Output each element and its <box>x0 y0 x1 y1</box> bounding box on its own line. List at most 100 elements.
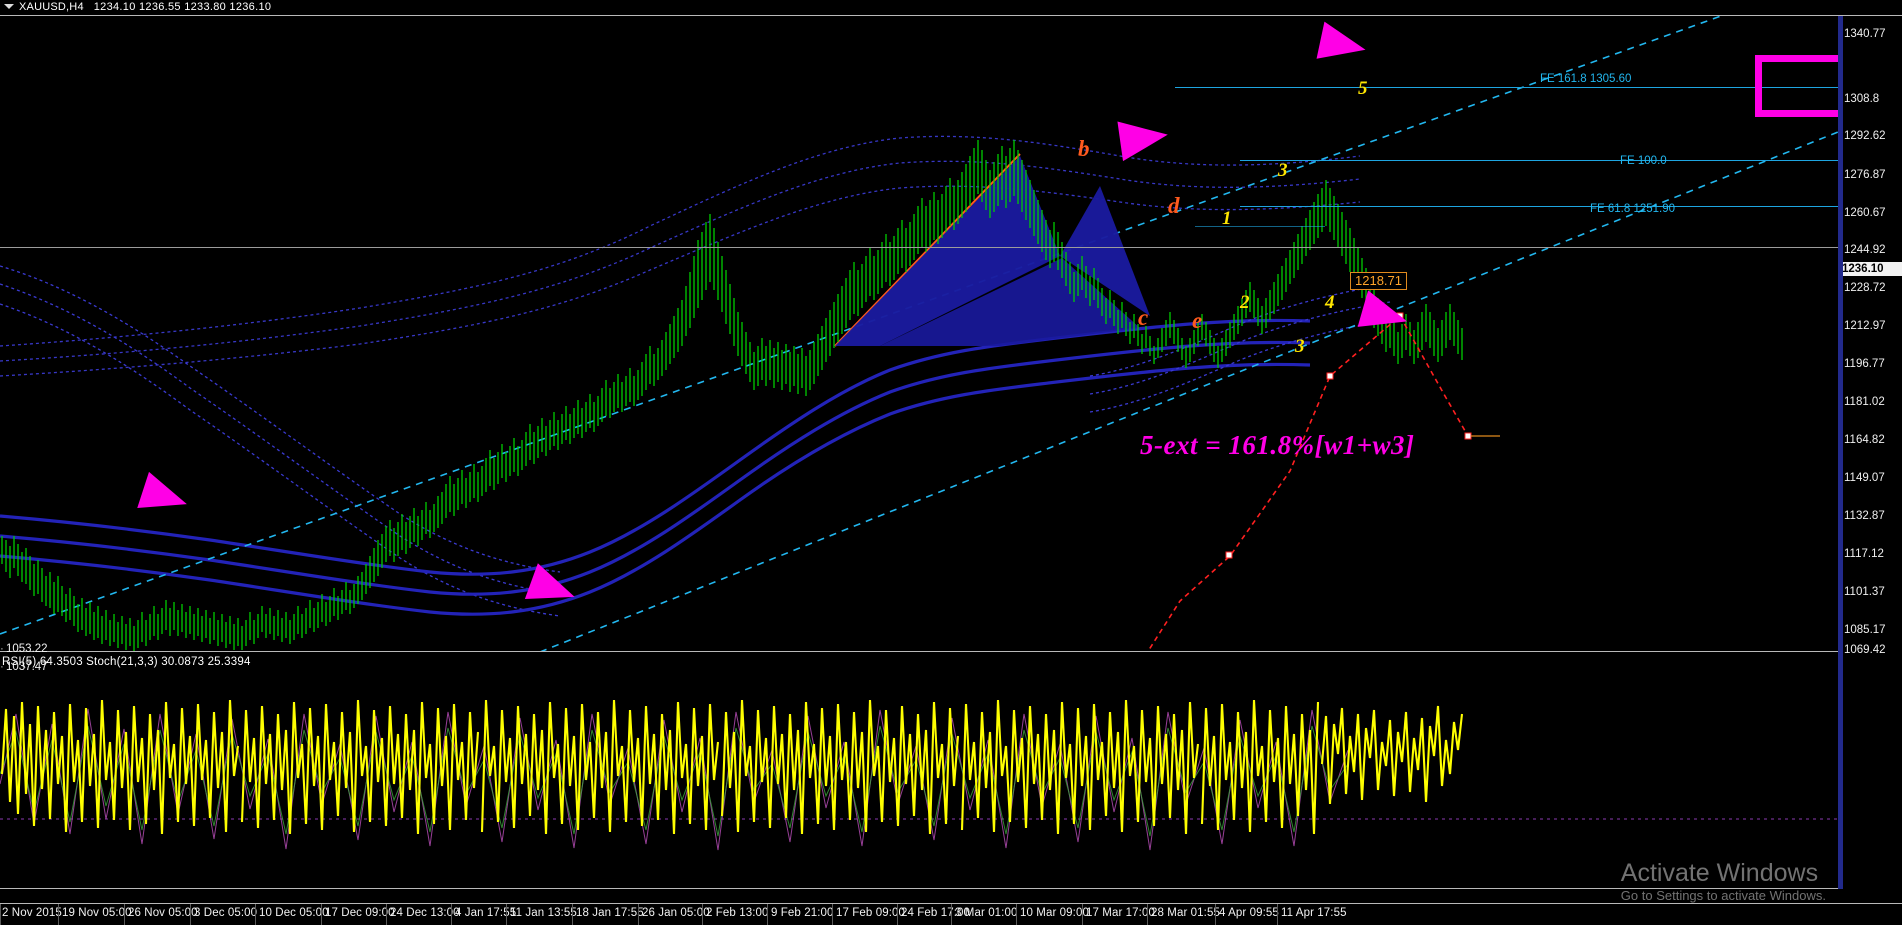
price-tick: ·1069.42 <box>1838 643 1902 657</box>
time-tick-sep <box>0 904 1 925</box>
price-tick: ·1308.8 <box>1838 92 1902 106</box>
time-axis-divider <box>0 903 1902 904</box>
price-tick: ·1292.62 <box>1838 129 1902 143</box>
fe-line-61-8[interactable] <box>1240 206 1838 207</box>
harmonic-trendline[interactable] <box>834 153 1021 347</box>
indicator-pane[interactable]: 100 32 <box>0 654 1838 889</box>
time-tick: 3 Dec 05:00 <box>194 907 258 919</box>
time-tick: 26 Nov 05:00 <box>128 907 198 919</box>
time-tick-sep <box>702 904 703 925</box>
price-tick: ·1101.37 <box>1838 585 1902 599</box>
price-tick: ·1164.82 <box>1838 433 1902 447</box>
price-tick: ·1132.87 <box>1838 509 1902 523</box>
fe-label-61-8: FE 61.8 1251.90 <box>1590 203 1676 215</box>
symbol-label: XAUUSD,H4 <box>19 1 84 13</box>
main-chart-pane[interactable] <box>0 16 1838 652</box>
ma-ribbon <box>0 318 1311 616</box>
watermark-subtitle: Go to Settings to activate Windows. <box>1620 888 1826 903</box>
letter-label-d: d <box>1168 193 1180 218</box>
chart-titlebar: XAUUSD,H4 1234.10 1236.55 1233.80 1236.10 <box>0 0 1902 15</box>
price-tag-projection[interactable]: 1218.71 <box>1350 272 1407 290</box>
time-tick-sep <box>951 904 952 925</box>
price-tick-label: 1276.87 <box>1844 169 1886 181</box>
time-tick: 10 Dec 05:00 <box>259 907 329 919</box>
time-tick: 26 Jan 05:00 <box>642 907 710 919</box>
fe-label-161-8: FE 161.8 1305.60 <box>1540 73 1632 85</box>
arrow-marker-b <box>1117 114 1171 162</box>
wave-label-2: 2 <box>1240 292 1250 313</box>
fe-line-minor <box>1195 226 1325 227</box>
fe-line-161-8[interactable] <box>1175 87 1838 88</box>
candlestick-series <box>1 140 1463 652</box>
wave-label-3: 3 <box>1278 160 1288 181</box>
time-tick: 4 Jan 17:55 <box>455 907 517 919</box>
time-tick: 28 Mar 01:55 <box>1151 907 1220 919</box>
price-tick-label: 1149.07 <box>1844 472 1885 484</box>
price-tick-label: 1292.62 <box>1844 130 1886 142</box>
time-tick-sep <box>386 904 387 925</box>
activation-watermark: Activate Windows Go to Settings to activ… <box>1621 859 1826 905</box>
time-tick: 11 Apr 17:55 <box>1281 907 1347 919</box>
time-tick: 18 Jan 17:55 <box>576 907 644 919</box>
wave-label-4: 4 <box>1325 292 1335 313</box>
time-axis[interactable]: 2 Nov 2015 19 Nov 05:00 26 Nov 05:00 3 D… <box>0 904 1902 925</box>
time-tick: 10 Mar 09:00 <box>1020 907 1089 919</box>
fe-label-100-0: FE 100.0 <box>1620 155 1667 167</box>
current-price-badge: 1236.10 <box>1838 262 1902 276</box>
price-tick-label: 1132.87 <box>1844 510 1885 522</box>
price-tick-label: 1196.77 <box>1844 358 1885 370</box>
price-tick: ·1149.07 <box>1838 471 1902 485</box>
time-tick-sep <box>124 904 125 925</box>
time-tick-sep <box>321 904 322 925</box>
zigzag-wave-path[interactable] <box>1145 312 1500 652</box>
chevron-down-icon[interactable] <box>4 3 14 9</box>
price-tick-label: 1308.8 <box>1844 93 1880 105</box>
time-tick-sep <box>897 904 898 925</box>
price-tick: ·1260.67 <box>1838 206 1902 220</box>
time-tick-sep <box>58 904 59 925</box>
time-tick-sep <box>767 904 768 925</box>
price-tick-label: 1164.82 <box>1844 434 1885 446</box>
time-tick-sep <box>1082 904 1083 925</box>
time-tick: 17 Mar 17:00 <box>1086 907 1155 919</box>
time-tick: 24 Feb 17:00 <box>901 907 970 919</box>
fe-line-100-0[interactable] <box>1240 160 1838 161</box>
time-tick-sep <box>190 904 191 925</box>
price-tick-label: 1228.72 <box>1844 282 1886 294</box>
time-tick: 4 Apr 09:55 <box>1219 907 1279 919</box>
envelope-bands-upper <box>0 135 1361 377</box>
time-tick-sep <box>451 904 452 925</box>
wave-label-3b: 3 <box>1295 336 1305 357</box>
price-tick-label: 1085.17 <box>1844 624 1886 636</box>
price-tick-label: 1037.47 <box>6 661 48 673</box>
price-tick-label: 1244.92 <box>1844 244 1886 256</box>
price-tick-label: 1117.12 <box>1844 548 1884 560</box>
chart-drawing-layer <box>0 16 1838 652</box>
price-tick-label: 1340.77 <box>1844 28 1886 40</box>
price-tick: ·1181.02 <box>1838 395 1902 409</box>
price-tick: ·1117.12 <box>1838 547 1902 561</box>
time-tick-sep <box>506 904 507 925</box>
time-tick: 17 Feb 09:00 <box>836 907 905 919</box>
time-tick: 2 Feb 13:00 <box>706 907 769 919</box>
price-tick: ·1340.77 <box>1838 27 1902 41</box>
letter-label-b: b <box>1078 136 1090 161</box>
indicator-label: RSI(5) 64.3503 Stoch(21,3,3) 30.0873 25.… <box>2 656 251 668</box>
price-tick <box>1838 614 1902 628</box>
price-tick-label: 1069.42 <box>1844 644 1886 656</box>
time-tick: 19 Nov 05:00 <box>62 907 132 919</box>
indicator-divider-top <box>0 651 1902 652</box>
price-tick: ·1276.87 <box>1838 168 1902 182</box>
time-tick: 9 Feb 21:00 <box>771 907 834 919</box>
wave-label-1: 1 <box>1222 208 1232 229</box>
price-tick: ·1196.77 <box>1838 357 1902 371</box>
price-tick-label: 1212.97 <box>1844 320 1886 332</box>
price-tick: · 1053.22 <box>0 643 48 655</box>
time-tick-sep <box>638 904 639 925</box>
letter-label-c: c <box>1138 305 1149 330</box>
price-axis[interactable]: ·1340.77 ·1308.8 ·1292.62 ·1276.87 ·1260… <box>1838 16 1902 889</box>
formula-annotation: 5-ext = 161.8%[w1+w3] <box>1140 430 1415 460</box>
price-tick-label: 1101.37 <box>1844 586 1885 598</box>
time-tick-sep <box>572 904 573 925</box>
